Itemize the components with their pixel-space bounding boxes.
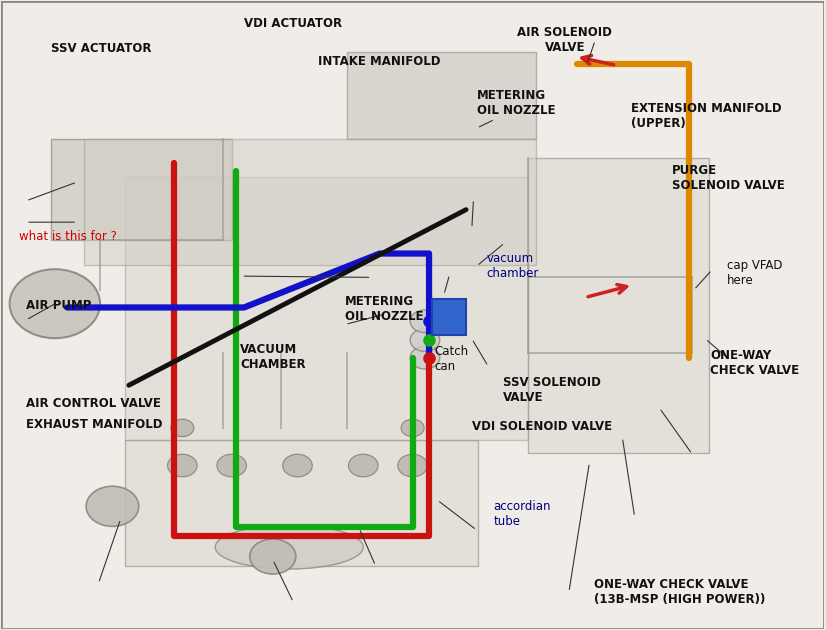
Text: METERING
OIL NOZZLE: METERING OIL NOZZLE (477, 89, 555, 117)
Circle shape (411, 329, 439, 352)
Text: what is this for ?: what is this for ? (20, 231, 117, 243)
FancyBboxPatch shape (431, 299, 466, 335)
Text: SSV SOLENOID
VALVE: SSV SOLENOID VALVE (503, 377, 601, 404)
Circle shape (398, 454, 427, 477)
Text: ONE-WAY
CHECK VALVE: ONE-WAY CHECK VALVE (710, 350, 800, 377)
Text: PURGE
SOLENOID VALVE: PURGE SOLENOID VALVE (672, 164, 785, 193)
Text: VDI ACTUATOR: VDI ACTUATOR (244, 17, 343, 30)
Circle shape (411, 346, 439, 369)
Polygon shape (528, 158, 709, 453)
Circle shape (168, 454, 197, 477)
Text: VDI SOLENOID VALVE: VDI SOLENOID VALVE (472, 420, 612, 433)
Text: AIR SOLENOID
VALVE: AIR SOLENOID VALVE (517, 26, 612, 54)
Text: SSV ACTUATOR: SSV ACTUATOR (50, 42, 151, 55)
Circle shape (249, 539, 296, 574)
Text: ONE-WAY CHECK VALVE
(13B-MSP (HIGH POWER)): ONE-WAY CHECK VALVE (13B-MSP (HIGH POWER… (594, 578, 765, 607)
Text: EXTENSION MANIFOLD
(UPPER): EXTENSION MANIFOLD (UPPER) (630, 101, 781, 130)
Text: AIR PUMP: AIR PUMP (26, 299, 92, 312)
Text: METERING
OIL NOZZLE: METERING OIL NOZZLE (345, 295, 424, 323)
Circle shape (282, 454, 312, 477)
Text: Catch
can: Catch can (434, 345, 469, 373)
Polygon shape (125, 440, 478, 566)
Text: cap VFAD
here: cap VFAD here (727, 258, 782, 287)
Polygon shape (83, 139, 536, 265)
Polygon shape (125, 177, 528, 440)
Circle shape (411, 310, 439, 333)
Text: vacuum
chamber: vacuum chamber (487, 252, 539, 280)
Text: VACUUM
CHAMBER: VACUUM CHAMBER (240, 343, 306, 371)
Circle shape (401, 419, 424, 437)
Text: accordian
tube: accordian tube (493, 500, 551, 528)
Circle shape (86, 486, 139, 527)
Circle shape (10, 269, 100, 338)
Text: EXHAUST MANIFOLD: EXHAUST MANIFOLD (26, 418, 163, 432)
Circle shape (171, 419, 194, 437)
Ellipse shape (216, 525, 363, 569)
Polygon shape (50, 139, 231, 240)
Polygon shape (347, 52, 536, 139)
Text: AIR CONTROL VALVE: AIR CONTROL VALVE (26, 396, 161, 410)
Text: INTAKE MANIFOLD: INTAKE MANIFOLD (319, 55, 441, 67)
Circle shape (349, 454, 378, 477)
Circle shape (217, 454, 246, 477)
